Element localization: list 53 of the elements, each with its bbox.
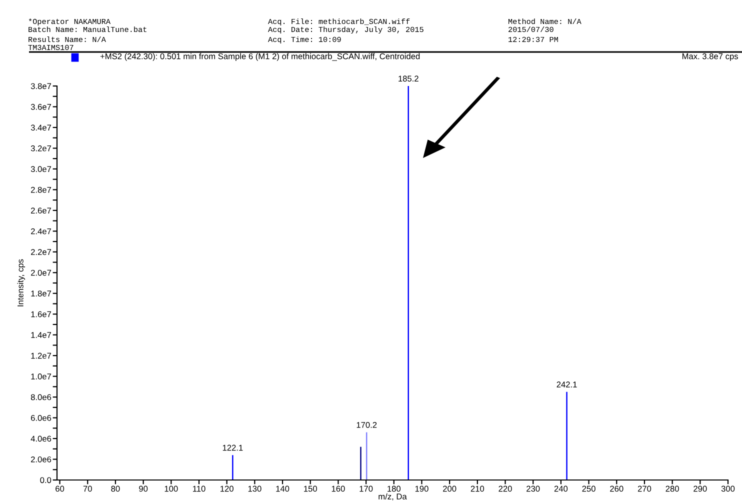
x-tick-label: 240 [554, 486, 568, 492]
x-tick-label: 250 [582, 486, 596, 492]
x-tick-label: 300 [721, 486, 735, 492]
x-tick-label: 220 [498, 486, 512, 492]
chart-title: +MS2 (242.30): 0.501 min from Sample 6 (M1 2) of methiocarb_SCAN.wiff, Centroided [100, 53, 420, 61]
x-tick-label: 180 [388, 486, 401, 492]
y-axis-title: Intensity, cps [17, 259, 26, 306]
y-tick-label: 1.8e7 [31, 290, 52, 296]
y-tick-label: 3.0e7 [30, 166, 52, 172]
y-tick-label: 1.2e7 [31, 352, 52, 359]
y-tick-label: 4.0e6 [30, 436, 52, 442]
x-tick-label: 140 [276, 486, 290, 492]
y-tick-label: 1.4e7 [31, 332, 52, 338]
x-tick-label: 260 [610, 486, 624, 492]
x-tick-label: 60 [56, 486, 64, 492]
y-tick-label: 2.2e7 [31, 249, 52, 255]
x-tick-label: 120 [220, 486, 234, 492]
x-tick-label: 280 [666, 486, 679, 492]
x-tick-label: 230 [526, 486, 540, 492]
y-tick-label: 1.6e7 [31, 311, 52, 318]
annotation: 185.2 [398, 76, 418, 82]
x-tick-label: 150 [304, 486, 317, 492]
y-tick-label: 2.6e7 [31, 208, 52, 214]
y-tick-label: 3.2e7 [30, 145, 52, 152]
x-tick-label: 270 [638, 486, 652, 492]
y-tick-label: 1.0e7 [31, 374, 52, 380]
x-tick-label: 210 [470, 486, 484, 492]
y-tick-label: 2.0e7 [31, 270, 52, 276]
y-tick-label: 8.0e6 [30, 394, 52, 400]
annotation: 242.1 [556, 382, 577, 388]
x-tick-label: 170 [360, 486, 373, 492]
x-tick-label: 190 [415, 486, 428, 492]
x-tick-label: 100 [164, 486, 178, 492]
y-tick-label: 6.0e6 [31, 414, 52, 421]
text: Max. 3.8e7 cps [682, 53, 738, 61]
y-tick-label: 3.6e7 [30, 104, 52, 110]
x-tick-label: 110 [192, 486, 206, 492]
y-tick-label: 2.8e7 [31, 186, 52, 193]
y-tick-label: 3.4e7 [30, 124, 52, 131]
annotation: 170.2 [356, 422, 377, 428]
x-tick-label: 90 [139, 486, 148, 492]
x-tick-label: 290 [694, 486, 707, 492]
x-tick-label: 200 [443, 486, 456, 492]
x-tick-label: 80 [111, 486, 120, 492]
x-tick-label: 160 [332, 486, 345, 492]
x-tick-label: 130 [248, 486, 262, 492]
y-tick-label: 2.0e6 [31, 456, 52, 462]
y-tick-label: 2.4e7 [31, 228, 52, 234]
x-tick-label: 70 [83, 486, 92, 492]
y-tick-label: 3.8e7 [30, 83, 52, 90]
y-tick-label: 0.0 [40, 477, 52, 484]
x-axis-title: m/z, Da [378, 493, 407, 500]
annotation: 122.1 [222, 444, 243, 451]
